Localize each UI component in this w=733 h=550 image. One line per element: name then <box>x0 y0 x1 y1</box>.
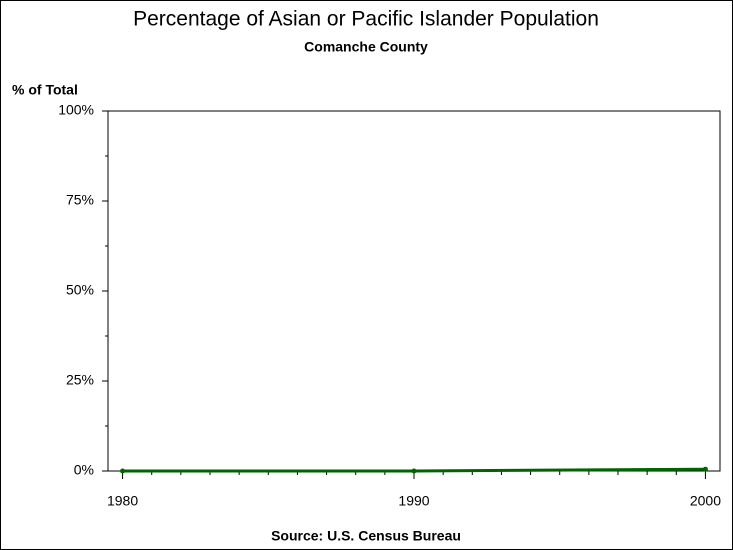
y-tick-label: 50% <box>66 282 94 298</box>
chart-subtitle: Comanche County <box>304 39 428 55</box>
y-tick-label: 25% <box>66 372 94 388</box>
y-tick-label: 100% <box>58 102 94 118</box>
chart-title: Percentage of Asian or Pacific Islander … <box>133 8 599 31</box>
y-axis-label: % of Total <box>12 82 78 98</box>
y-tick-label: 75% <box>66 192 94 208</box>
source-note: Source: U.S. Census Bureau <box>271 528 461 544</box>
data-point <box>120 468 126 474</box>
x-tick-label: 2000 <box>690 493 721 509</box>
data-point <box>411 468 417 474</box>
x-tick-label: 1990 <box>398 493 429 509</box>
x-tick-label: 1980 <box>107 493 138 509</box>
data-point <box>702 466 708 472</box>
y-tick-label: 0% <box>74 462 94 478</box>
